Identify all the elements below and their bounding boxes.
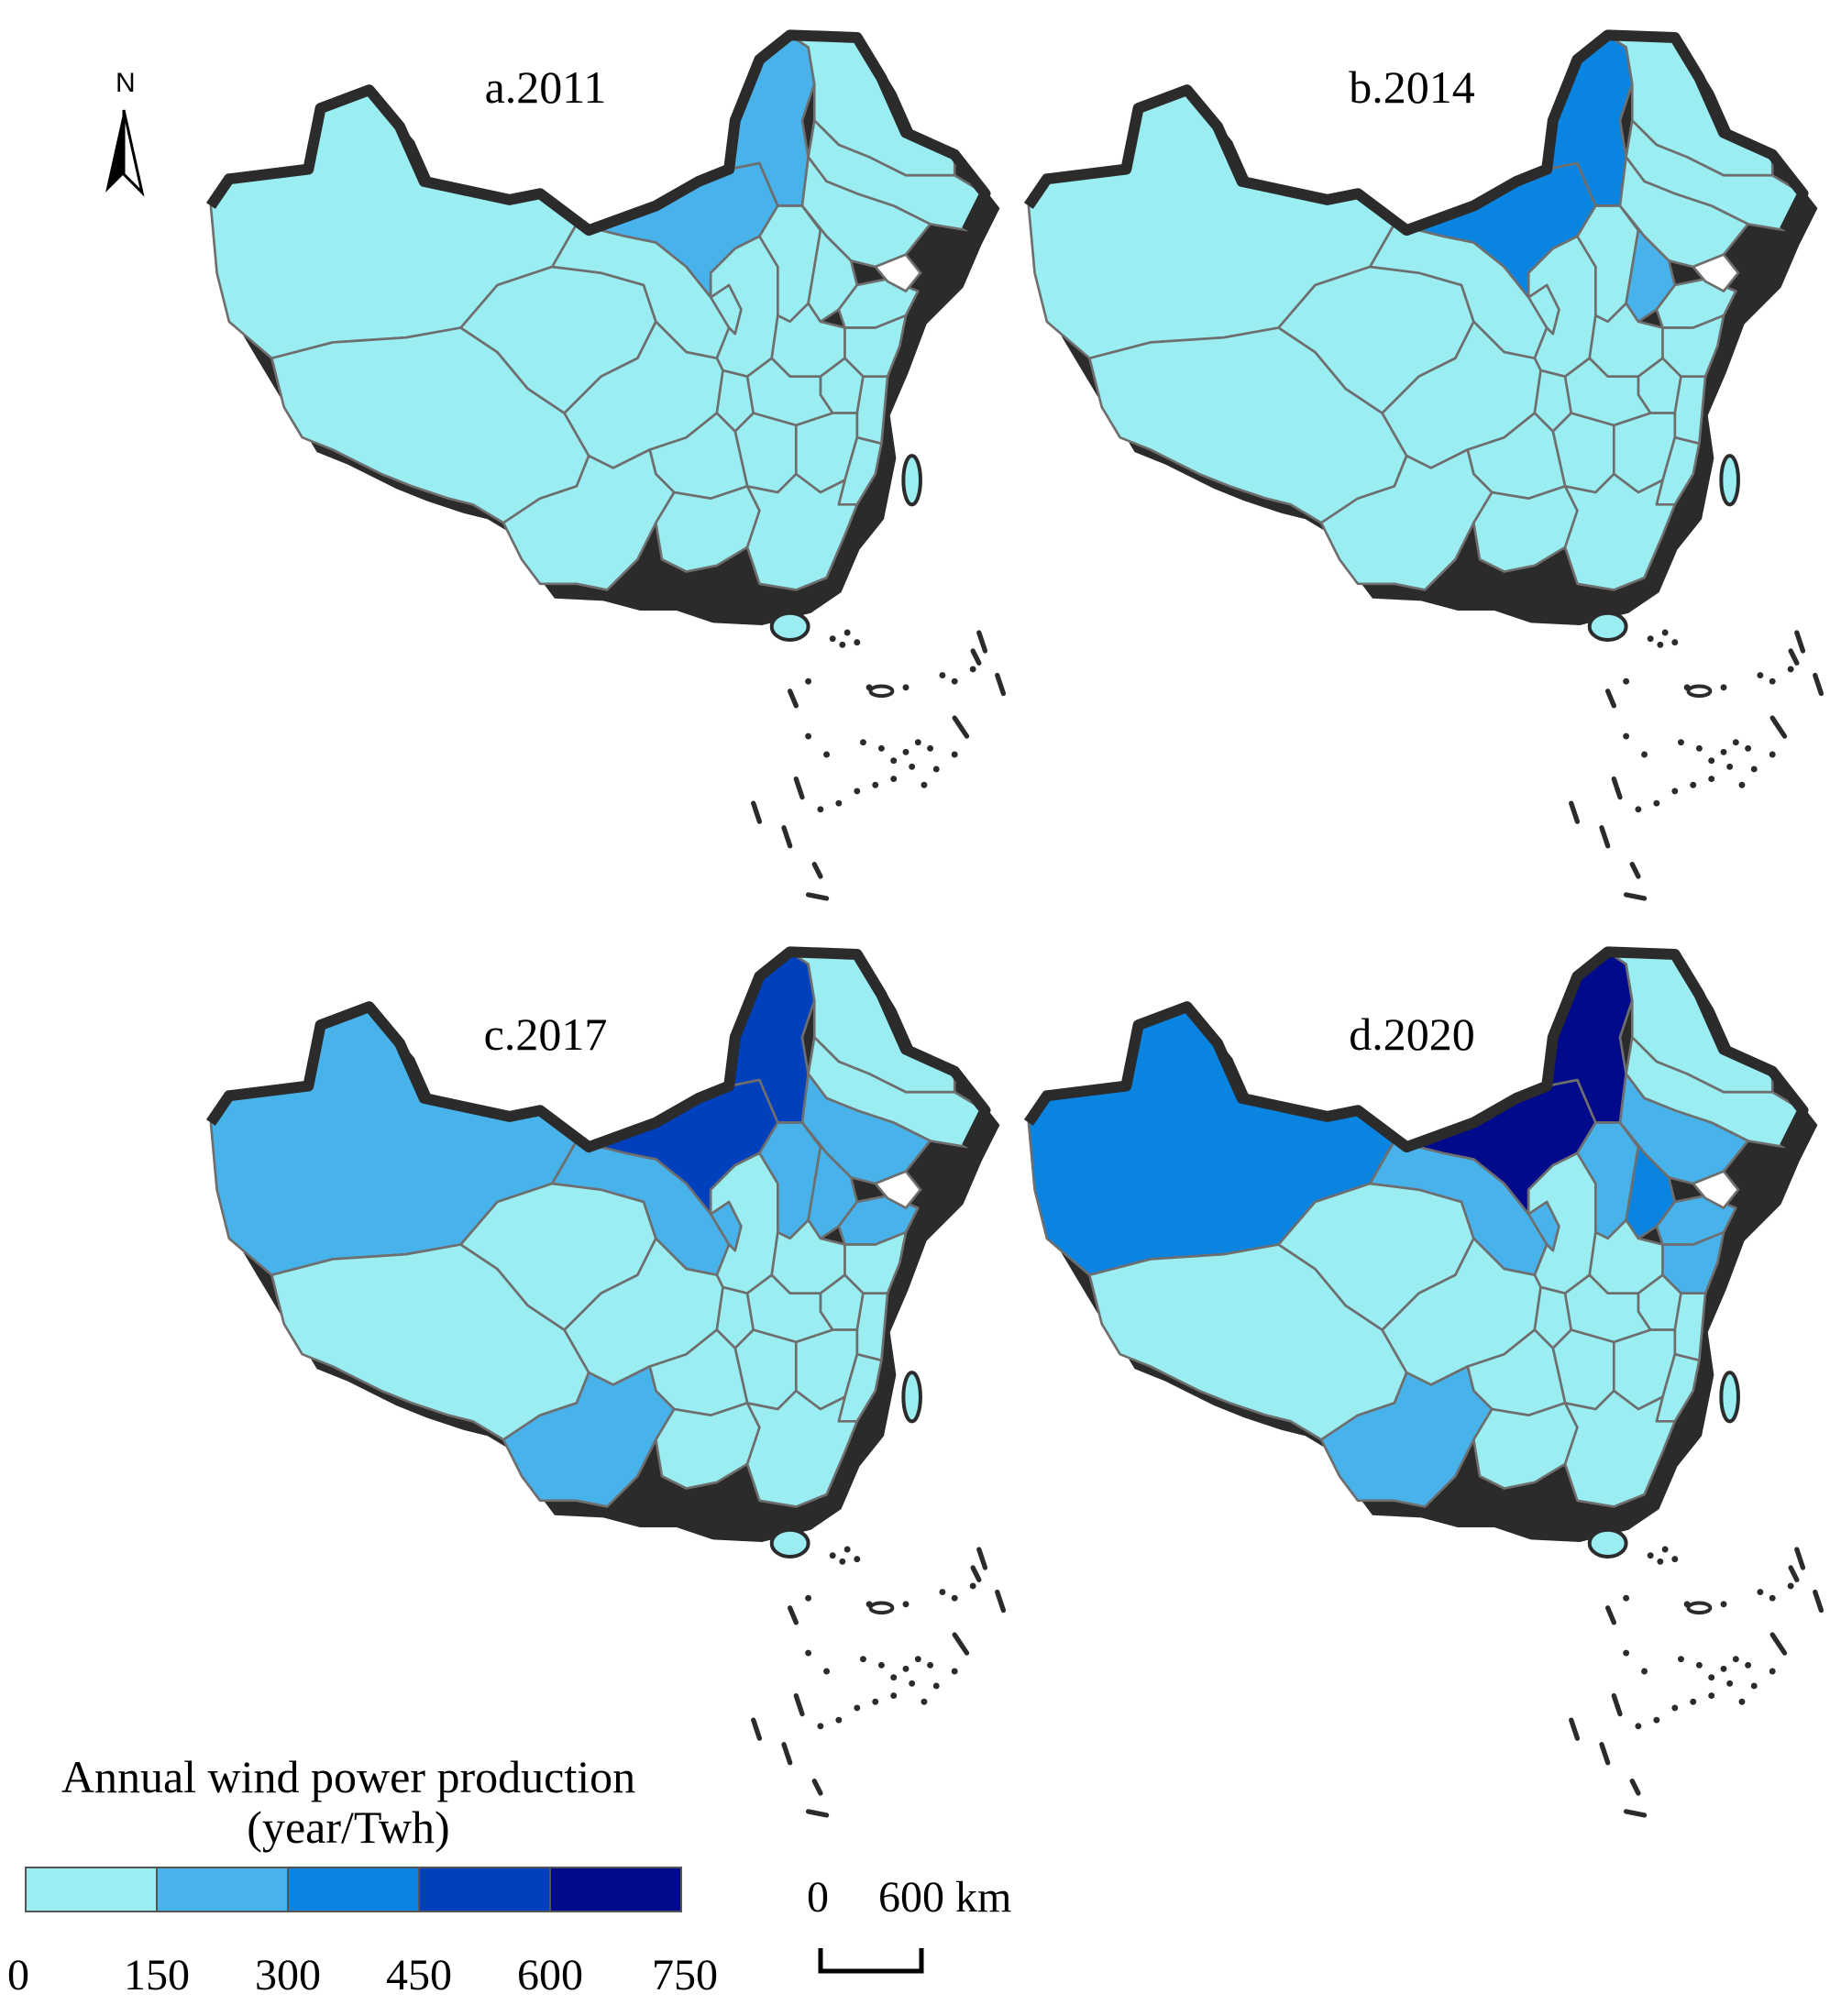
province-guangdong bbox=[1563, 1389, 1677, 1508]
province-zhejiang bbox=[855, 375, 889, 446]
china-map bbox=[205, 29, 1007, 901]
province-yunnan bbox=[1319, 1365, 1494, 1508]
province-taiwan bbox=[901, 1371, 922, 1424]
legend-swatch bbox=[418, 1867, 551, 1912]
north-arrow-icon: N bbox=[105, 68, 145, 197]
province-hebei bbox=[800, 204, 859, 324]
legend-swatch bbox=[25, 1867, 158, 1912]
province-taiwan bbox=[1719, 454, 1740, 507]
scale-bar-left-label: 0 bbox=[807, 1873, 829, 1922]
province-taiwan bbox=[901, 454, 922, 507]
province-guangxi bbox=[655, 485, 761, 573]
province-zhejiang bbox=[1673, 1292, 1707, 1362]
legend-swatch bbox=[156, 1867, 289, 1912]
legend-tick-label: 0 bbox=[7, 1951, 29, 1999]
province-guangdong bbox=[745, 1389, 859, 1508]
south-china-sea-islands bbox=[751, 1546, 1007, 1818]
province-guangxi bbox=[655, 1402, 761, 1490]
province-hainan bbox=[1587, 1527, 1628, 1559]
south-china-sea-islands bbox=[1569, 1546, 1824, 1818]
china-map bbox=[205, 946, 1007, 1818]
province-guangxi bbox=[1472, 485, 1579, 573]
legend-swatch bbox=[549, 1867, 682, 1912]
province-guangdong bbox=[745, 472, 859, 591]
province-hainan bbox=[1587, 611, 1628, 642]
legend-tick-label: 750 bbox=[652, 1951, 718, 1999]
province-guangxi bbox=[1472, 1402, 1579, 1490]
province-yunnan bbox=[502, 448, 676, 591]
south-china-sea-islands bbox=[1569, 629, 1824, 901]
legend-tick-label: 450 bbox=[386, 1951, 452, 1999]
province-yunnan bbox=[1319, 448, 1494, 591]
legend-tick-label: 300 bbox=[255, 1951, 321, 1999]
province-hebei bbox=[1618, 1121, 1677, 1240]
panel-label: d.2020 bbox=[1349, 1008, 1475, 1060]
scale-bar: 0 600 km bbox=[807, 1873, 1011, 1974]
south-china-sea-islands bbox=[751, 629, 1007, 901]
panel-label: c.2017 bbox=[484, 1008, 608, 1060]
panel-label: b.2014 bbox=[1349, 61, 1475, 113]
province-hainan bbox=[769, 611, 810, 642]
map-panel: c.2017 bbox=[205, 946, 1007, 1818]
province-zhejiang bbox=[1673, 375, 1707, 446]
map-panels: a.2011 b.2014 c.2017 d.2020 bbox=[205, 29, 1824, 1818]
province-guangdong bbox=[1563, 472, 1677, 591]
china-map bbox=[1023, 946, 1824, 1818]
province-yunnan bbox=[502, 1365, 676, 1508]
legend-swatches bbox=[25, 1867, 682, 1912]
north-label: N bbox=[116, 68, 136, 98]
province-zhejiang bbox=[855, 1292, 889, 1362]
legend: Annual wind power production (year/Twh) … bbox=[7, 1751, 718, 1999]
map-panel: b.2014 bbox=[1023, 29, 1824, 901]
legend-ticks: 0 150 300 450 600 750 bbox=[7, 1951, 718, 1999]
province-taiwan bbox=[1719, 1371, 1740, 1424]
china-map bbox=[1023, 29, 1824, 901]
legend-title-line1: Annual wind power production bbox=[61, 1751, 635, 1802]
province-hainan bbox=[769, 1527, 810, 1559]
legend-title-line2: (year/Twh) bbox=[247, 1801, 449, 1853]
map-panel: d.2020 bbox=[1023, 946, 1824, 1818]
scale-bar-right-label: 600 km bbox=[878, 1873, 1011, 1922]
panel-label: a.2011 bbox=[485, 61, 607, 113]
map-panel: a.2011 bbox=[205, 29, 1007, 901]
legend-swatch bbox=[287, 1867, 420, 1912]
province-hebei bbox=[1618, 204, 1677, 324]
legend-tick-label: 600 bbox=[517, 1951, 583, 1999]
legend-tick-label: 150 bbox=[124, 1951, 190, 1999]
province-hebei bbox=[800, 1121, 859, 1240]
